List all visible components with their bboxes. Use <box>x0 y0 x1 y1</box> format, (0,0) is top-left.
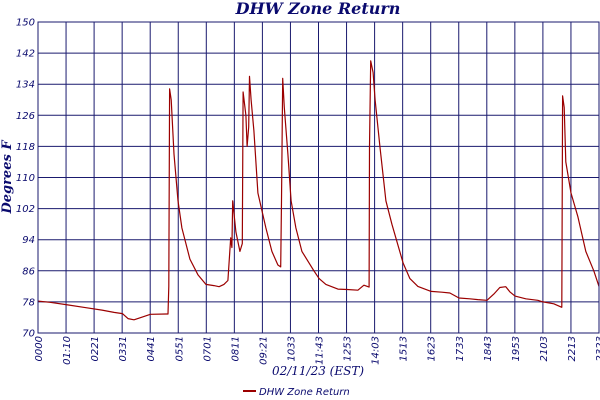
y-tick-label: 134 <box>16 80 35 91</box>
y-axis-label: Degrees F <box>0 140 15 215</box>
y-tick-label: 86 <box>22 266 35 277</box>
x-tick-label: 1953 <box>511 336 522 361</box>
y-tick-label: 102 <box>16 204 35 215</box>
y-tick-label: 110 <box>16 173 35 184</box>
y-tick-label: 126 <box>16 111 35 122</box>
y-tick-label: 142 <box>16 49 35 60</box>
x-tick-label: 2323 <box>595 336 600 361</box>
x-tick-label: 1733 <box>455 336 466 361</box>
x-tick-label: 1513 <box>399 336 410 361</box>
x-tick-label: 11:43 <box>315 336 326 365</box>
x-tick-label: 0551 <box>174 336 185 361</box>
series-line <box>37 60 600 321</box>
x-tick-label: 1253 <box>343 336 354 361</box>
x-tick-label: 1843 <box>483 336 494 361</box>
x-axis-label: 02/11/23 (EST) <box>272 364 364 378</box>
y-tick-label: 78 <box>22 297 35 308</box>
y-tick-labels: 70 78 86 94 102 110 118 126 134 142 150 <box>16 18 35 340</box>
series-group <box>37 60 600 321</box>
x-tick-label: 2213 <box>567 336 578 361</box>
x-tick-label: 2103 <box>539 336 550 361</box>
y-tick-label: 118 <box>16 142 35 153</box>
x-tick-labels: 0000 01:10 0221 0331 0441 0551 0701 0811 09:21 10… <box>34 336 600 365</box>
x-tick-label: 01:10 <box>62 336 73 365</box>
x-tick-label: 1623 <box>427 336 438 361</box>
x-tick-label: 0441 <box>146 336 157 361</box>
grid-lines <box>37 21 600 334</box>
x-tick-label: 09:21 <box>258 336 269 365</box>
y-tick-label: 94 <box>22 235 35 246</box>
x-tick-label: 0331 <box>118 336 129 361</box>
x-tick-label: 0221 <box>90 336 101 361</box>
x-tick-label: 0701 <box>202 336 213 361</box>
chart-title: DHW Zone Return <box>235 0 401 18</box>
legend: DHW Zone Return <box>243 387 350 398</box>
x-tick-label: 1033 <box>286 336 297 361</box>
y-tick-label: 70 <box>22 329 35 340</box>
x-tick-label: 14:03 <box>371 336 382 365</box>
legend-label: DHW Zone Return <box>259 387 350 398</box>
y-tick-label: 150 <box>16 18 35 29</box>
x-tick-label: 0811 <box>230 336 241 361</box>
x-tick-label: 0000 <box>34 336 45 361</box>
plot-area-frame <box>37 21 600 334</box>
